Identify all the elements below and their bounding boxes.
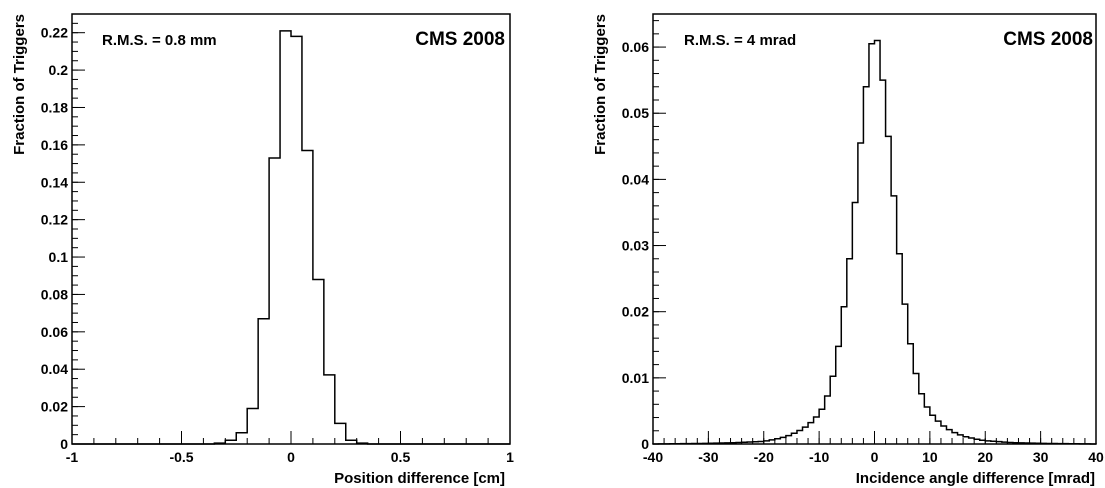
y-tick-label: 0.16 [41, 137, 68, 153]
y-axis-title-right: Fraction of Triggers [592, 14, 609, 155]
position-difference-histogram [72, 30, 510, 445]
x-tick-label: 40 [1088, 449, 1104, 465]
x-tick-labels-right: -40 -30 -20 -10 0 10 20 30 40 [643, 449, 1104, 465]
y-tick-label: 0.04 [41, 361, 68, 377]
x-tick-label: -30 [698, 449, 718, 465]
tick-marks-left [71, 13, 511, 445]
y-tick-label: 0.22 [41, 25, 68, 41]
plot-frame-right [652, 13, 1097, 445]
y-tick-labels-right: 0 0.01 0.02 0.03 0.04 0.05 0.06 [622, 39, 649, 452]
x-tick-label: -0.5 [169, 449, 193, 465]
x-tick-label: 0 [871, 449, 879, 465]
position-difference-panel: 0 0.02 0.04 0.06 0.08 0.1 0.12 0.14 0.16 0.18 0.2 0… [11, 13, 514, 487]
y-tick-label: 0.14 [41, 174, 68, 190]
x-axis-title-right: Incidence angle difference [mrad] [856, 470, 1095, 487]
y-tick-label: 0.2 [49, 62, 69, 78]
incidence-angle-histogram [652, 39, 1097, 445]
y-tick-labels-left: 0 0.02 0.04 0.06 0.08 0.1 0.12 0.14 0.16 0.18 0.2 0… [41, 25, 68, 452]
y-axis-title-left: Fraction of Triggers [11, 14, 28, 155]
y-tick-label: 0.06 [41, 324, 68, 340]
y-tick-label: 0 [641, 436, 649, 452]
y-tick-label: 0.18 [41, 99, 68, 115]
x-tick-labels-left: -1 -0.5 0 0.5 1 [66, 449, 514, 465]
y-tick-label: 0.08 [41, 286, 68, 302]
y-tick-label: 0.06 [622, 39, 649, 55]
x-tick-label: -20 [754, 449, 774, 465]
x-tick-label: 10 [922, 449, 938, 465]
y-tick-label: 0.02 [622, 304, 649, 320]
x-tick-label: -10 [809, 449, 829, 465]
x-axis-title-left: Position difference [cm] [334, 470, 505, 487]
x-tick-label: 0 [287, 449, 295, 465]
y-tick-label: 0.12 [41, 212, 68, 228]
x-tick-label: 20 [977, 449, 993, 465]
x-tick-label: 30 [1033, 449, 1049, 465]
cms-label-left: CMS 2008 [415, 29, 505, 50]
x-tick-label: -40 [643, 449, 663, 465]
y-tick-label: 0.01 [622, 370, 649, 386]
plot-frame-left [71, 13, 511, 445]
rms-annotation-right: R.M.S. = 4 mrad [684, 32, 796, 49]
tick-marks-right [652, 20, 1097, 445]
incidence-angle-panel: 0 0.01 0.02 0.03 0.04 0.05 0.06 -40 -30 -20 -10 0 1… [592, 13, 1104, 487]
cms-label-right: CMS 2008 [1003, 29, 1093, 50]
y-tick-label: 0.03 [622, 238, 649, 254]
y-tick-label: 0.04 [622, 171, 649, 187]
x-tick-label: -1 [66, 449, 79, 465]
rms-annotation-left: R.M.S. = 0.8 mm [102, 32, 217, 49]
y-tick-label: 0.1 [49, 249, 69, 265]
y-tick-label: 0 [60, 436, 68, 452]
y-tick-label: 0.02 [41, 399, 68, 415]
x-tick-label: 1 [506, 449, 514, 465]
x-tick-label: 0.5 [391, 449, 411, 465]
y-tick-label: 0.05 [622, 105, 649, 121]
